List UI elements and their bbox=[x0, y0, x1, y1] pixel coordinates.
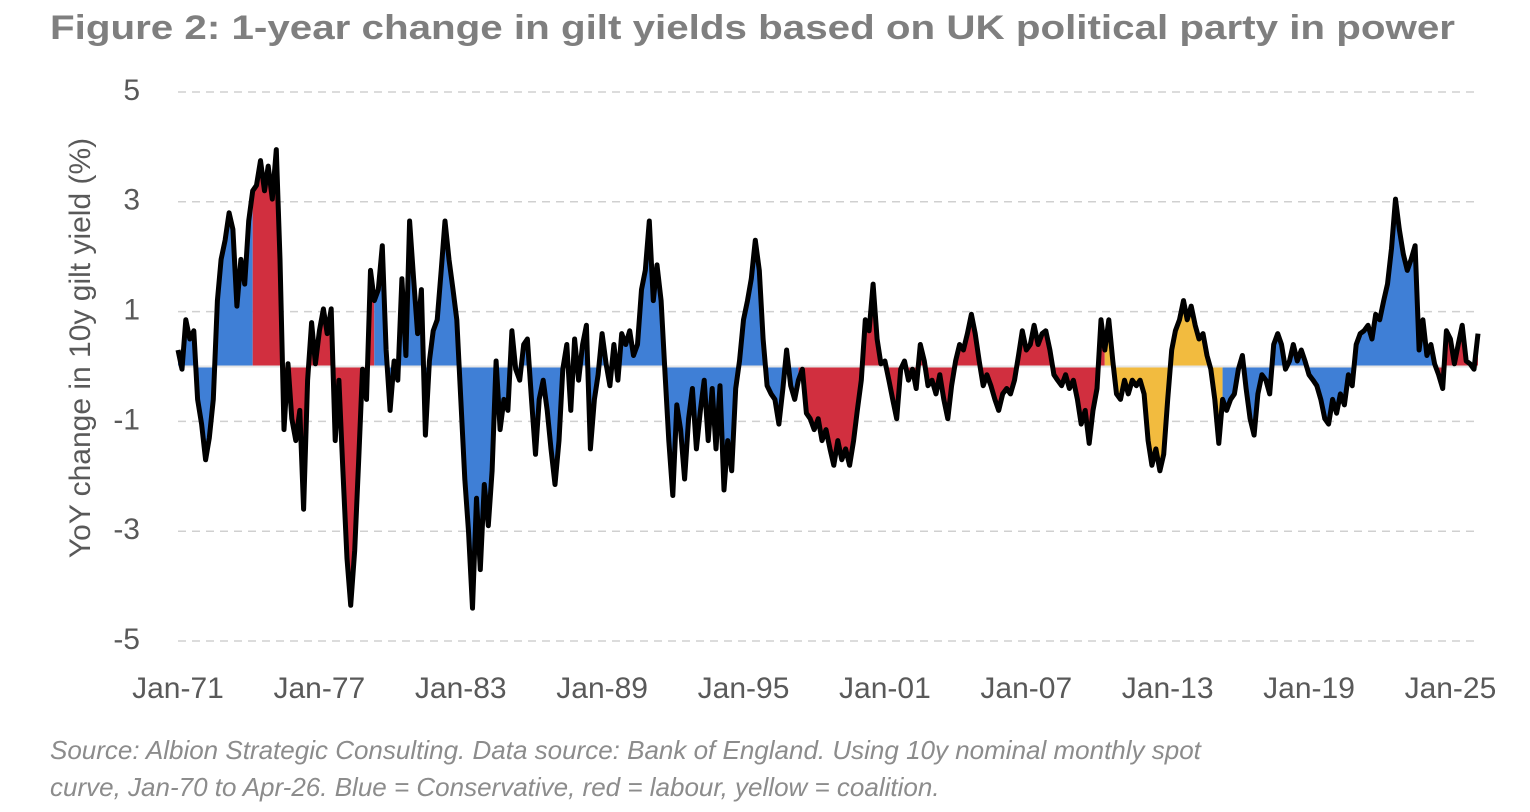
x-tick-label: Jan-95 bbox=[698, 672, 790, 705]
party-area bbox=[374, 221, 799, 609]
x-tick-label: Jan-19 bbox=[1263, 672, 1355, 705]
x-tick-label: Jan-89 bbox=[556, 672, 648, 705]
y-tick-label: -5 bbox=[113, 623, 140, 656]
x-tick-label: Jan-01 bbox=[839, 672, 931, 705]
party-area bbox=[1222, 199, 1439, 436]
y-tick-label: -3 bbox=[113, 513, 140, 546]
party-area bbox=[798, 284, 1105, 466]
y-tick-label: 1 bbox=[123, 294, 140, 327]
party-area bbox=[1104, 300, 1223, 471]
chart-title: Figure 2: 1-year change in gilt yields b… bbox=[50, 9, 1455, 47]
y-tick-label: 5 bbox=[123, 74, 140, 107]
x-tick-label: Jan-07 bbox=[980, 672, 1072, 705]
x-tick-label: Jan-25 bbox=[1405, 672, 1497, 705]
x-tick-label: Jan-71 bbox=[132, 672, 224, 705]
source-note: Source: Albion Strategic Consulting. Dat… bbox=[50, 735, 1203, 765]
yield-line bbox=[175, 147, 1481, 611]
x-tick-label: Jan-77 bbox=[274, 672, 366, 705]
x-tick-label: Jan-83 bbox=[415, 672, 507, 705]
source-note: curve, Jan-70 to Apr-26. Blue = Conserva… bbox=[50, 772, 940, 802]
y-tick-label: -1 bbox=[113, 403, 140, 436]
y-axis-label: YoY change in 10y gilt yield (%) bbox=[64, 138, 97, 558]
x-tick-label: Jan-13 bbox=[1122, 672, 1214, 705]
y-tick-label: 3 bbox=[123, 184, 140, 217]
